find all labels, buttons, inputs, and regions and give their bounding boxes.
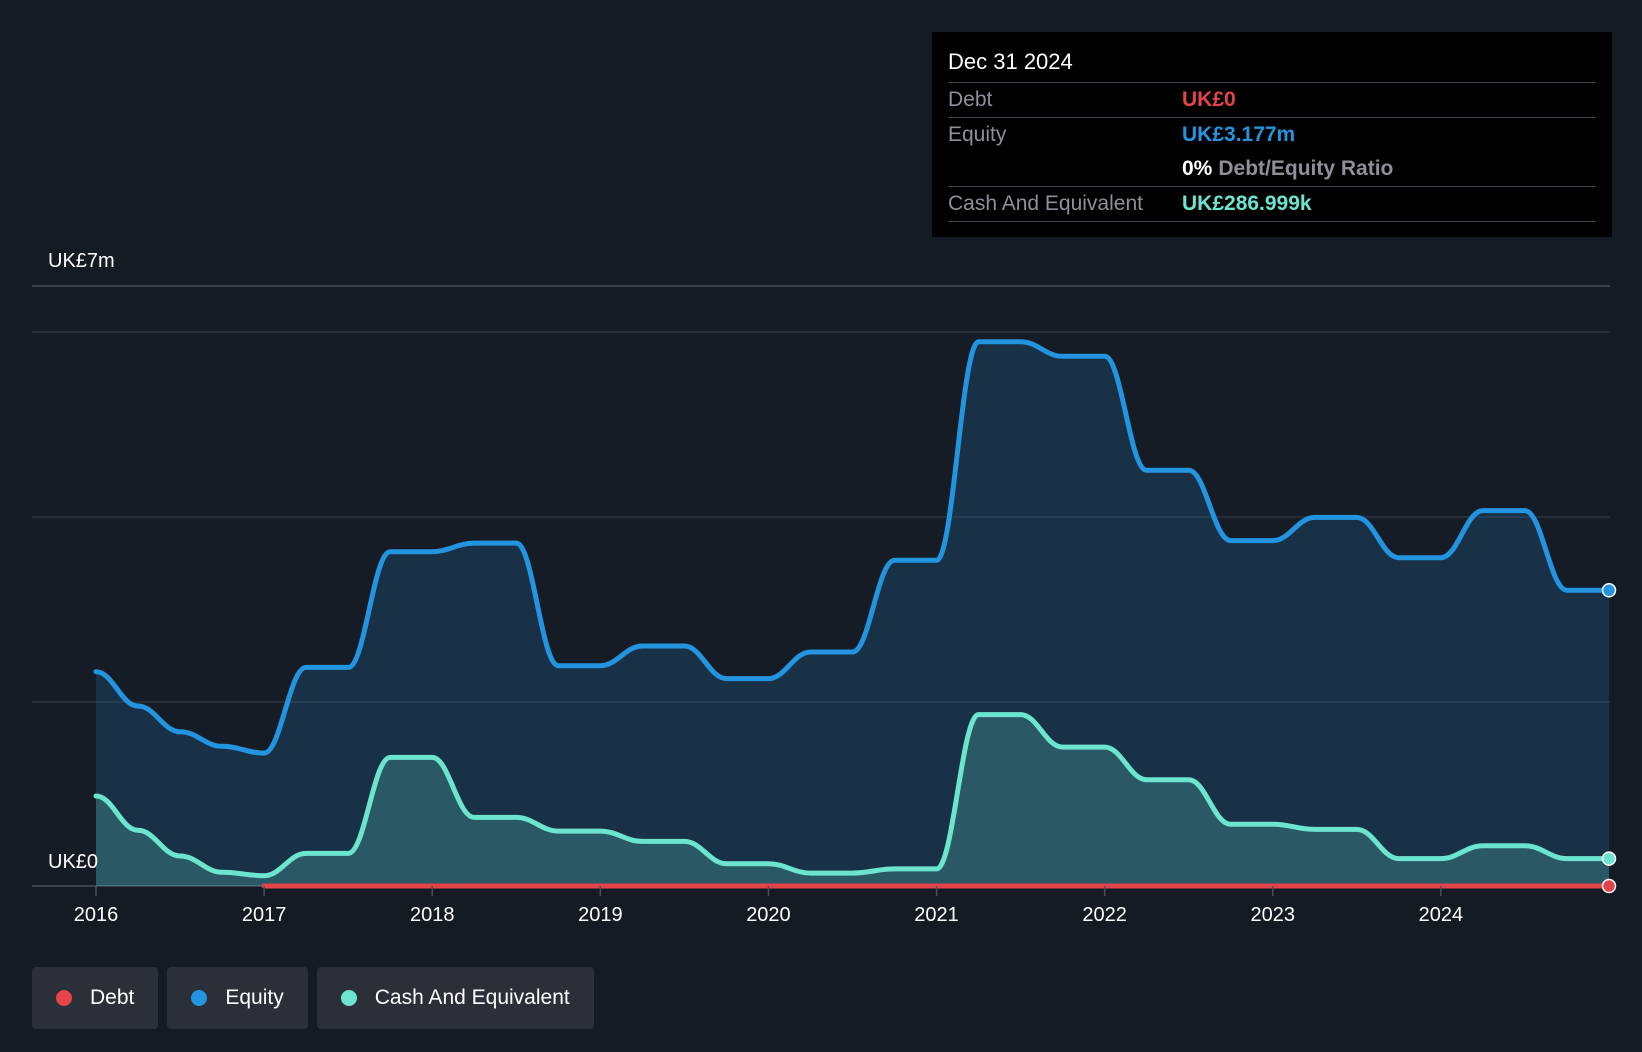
x-axis: 2016 2017 2018 2019 2020 2021 2022 2023 2024 [74, 886, 1463, 926]
series-endpoints [1601, 583, 1617, 894]
x-tick-label: 2020 [746, 904, 791, 926]
equity-area [96, 341, 1609, 886]
legend: Debt Equity Cash And Equivalent [32, 967, 594, 1029]
legend-item-cash[interactable]: Cash And Equivalent [316, 967, 594, 1029]
cash-and-equivalent-area [96, 714, 1609, 886]
tooltip-panel: Dec 31 2024 Debt UK£0 Equity UK£3.177m 0… [932, 32, 1612, 237]
y-axis-bottom-label: UK£0 [48, 851, 99, 873]
legend-label-cash: Cash And Equivalent [374, 986, 570, 1009]
tooltip-value-cash: UK£286.999k [1182, 192, 1312, 215]
legend-dot-debt [56, 990, 72, 1006]
cash-and-equivalent-line [93, 712, 1612, 879]
highlight-region [32, 286, 1610, 886]
x-tick-label: 2024 [1419, 904, 1464, 926]
legend-label-debt: Debt [90, 986, 135, 1009]
legend-item-debt[interactable]: Debt [32, 967, 159, 1029]
series-areas [96, 341, 1609, 886]
equity-endpoint [1601, 583, 1617, 598]
x-tick-label: 2017 [242, 904, 287, 926]
legend-item-equity[interactable]: Equity [167, 967, 308, 1029]
cash-and-equivalent-endpoint [1601, 851, 1617, 866]
debt-endpoint [1601, 878, 1617, 894]
tooltip-value-debt: UK£0 [1182, 88, 1236, 111]
legend-dot-cash [340, 990, 357, 1006]
x-tick-label: 2023 [1251, 904, 1296, 926]
x-tick-label: 2018 [410, 904, 455, 926]
tooltip-label-debt: Debt [948, 88, 993, 111]
tooltip-ratio-caption: Debt/Equity Ratio [1218, 157, 1394, 180]
tooltip-label-equity: Equity [948, 123, 1007, 146]
y-axis-top-label: UK£7m [48, 250, 115, 272]
tooltip-label-ratio [948, 152, 1182, 186]
tooltip-date: Dec 31 2024 [948, 32, 1596, 83]
x-tick-label: 2019 [578, 904, 623, 926]
tooltip-value-equity: UK£3.177m [1182, 123, 1296, 146]
x-tick-label: 2022 [1082, 904, 1127, 926]
tooltip-value-ratio: 0% [1182, 157, 1213, 180]
legend-label-equity: Equity [225, 986, 284, 1009]
x-tick-label: 2021 [914, 904, 959, 926]
x-tick-label: 2016 [74, 904, 119, 926]
equity-line [93, 339, 1612, 756]
tooltip-row-ratio: 0% Debt/Equity Ratio [948, 152, 1596, 187]
legend-dot-equity [191, 990, 208, 1006]
tooltip-row-debt: Debt UK£0 [948, 83, 1596, 118]
tooltip-row-cash: Cash And Equivalent UK£286.999k [948, 187, 1596, 222]
tooltip-row-equity: Equity UK£3.177m [948, 118, 1596, 152]
tooltip-label-cash: Cash And Equivalent [948, 192, 1143, 215]
